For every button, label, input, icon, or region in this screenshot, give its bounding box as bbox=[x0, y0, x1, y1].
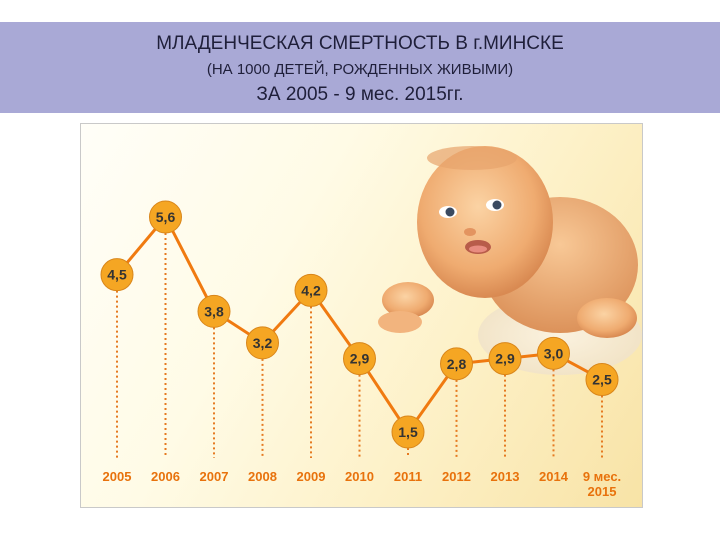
x-axis-labels: 2005 2006 2007 2008 2009 2010 2011 2012 2013 2014… bbox=[103, 469, 622, 499]
x-tick-label: 2013 bbox=[491, 469, 520, 484]
x-tick-label: 2011 bbox=[394, 469, 422, 484]
chart-title: МЛАДЕНЧЕСКАЯ СМЕРТНОСТЬ В г.МИНСКЕ bbox=[156, 33, 564, 54]
data-point bbox=[343, 342, 376, 376]
data-point bbox=[585, 363, 619, 397]
data-point bbox=[149, 200, 182, 234]
data-label: 5,6 bbox=[156, 209, 176, 225]
x-tick-label: 2006 bbox=[151, 469, 180, 484]
data-badges: 4,5 5,6 3,8 3,2 4,2 2,9 1,5 2,8 2,9 3,0 2,5 bbox=[100, 200, 619, 449]
data-point bbox=[246, 326, 279, 360]
data-label: 4,2 bbox=[301, 282, 321, 298]
data-label: 1,5 bbox=[398, 424, 418, 440]
title-banner: МЛАДЕНЧЕСКАЯ СМЕРТНОСТЬ В г.МИНСКЕ (НА 1… bbox=[0, 22, 720, 113]
guide-lines bbox=[116, 233, 603, 458]
data-point bbox=[440, 347, 473, 381]
x-tick-label: 2014 bbox=[539, 469, 569, 484]
baby-photo bbox=[378, 146, 642, 375]
data-point bbox=[488, 342, 522, 376]
data-point bbox=[537, 336, 570, 370]
data-label: 4,5 bbox=[107, 267, 127, 283]
data-label: 3,8 bbox=[204, 303, 224, 319]
data-label: 2,9 bbox=[495, 351, 515, 367]
x-tick-label: 2012 bbox=[442, 469, 471, 484]
x-tick-label: 2007 bbox=[200, 469, 229, 484]
x-tick-label: 2010 bbox=[345, 469, 374, 484]
chart-subtitle: (НА 1000 ДЕТЕЙ, РОЖДЕННЫХ ЖИВЫМИ) bbox=[206, 61, 514, 78]
x-tick-label: 2008 bbox=[248, 469, 277, 484]
x-tick-label: 2009 bbox=[297, 469, 326, 484]
x-tick-label: 9 мес. bbox=[583, 469, 621, 484]
data-label: 2,5 bbox=[592, 372, 612, 388]
x-tick-label: 2015 bbox=[588, 484, 617, 499]
data-point bbox=[100, 258, 134, 292]
data-label: 3,0 bbox=[544, 345, 564, 361]
data-point bbox=[294, 273, 328, 307]
x-tick-label: 2005 bbox=[103, 469, 132, 484]
data-label: 3,2 bbox=[253, 335, 273, 351]
chart-period: ЗА 2005 - 9 мес. 2015гг. bbox=[256, 84, 464, 105]
data-point bbox=[197, 294, 231, 328]
data-label: 2,8 bbox=[447, 356, 467, 372]
data-point bbox=[391, 415, 425, 449]
data-label: 2,9 bbox=[350, 351, 370, 367]
